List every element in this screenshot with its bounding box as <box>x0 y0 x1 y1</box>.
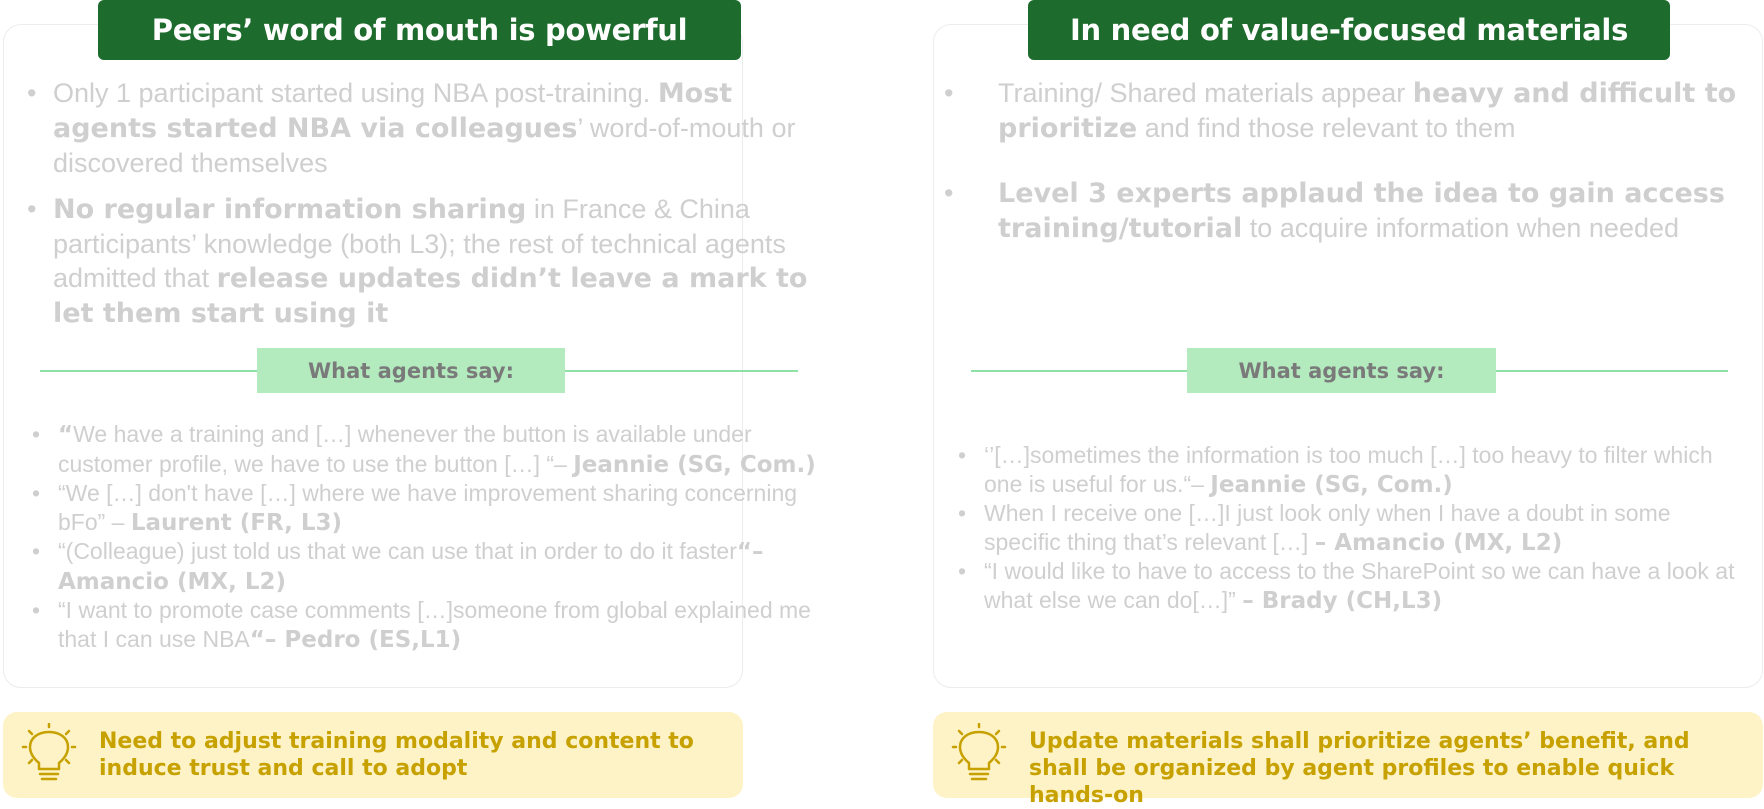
right-quote-list: ‘’[…]sometimes the information is too mu… <box>958 441 1752 615</box>
text-run: “I want to promote case comments […]some… <box>58 597 811 652</box>
bold-text-run: Jeannie (SG, Com.) <box>1210 471 1453 498</box>
text-run: Training/ Shared materials appear <box>998 78 1413 108</box>
right-what-agents-say-label: What agents say: <box>1187 348 1496 393</box>
list-item: “We have a training and […] whenever the… <box>32 420 824 479</box>
text-run: When I receive one […]I just look only w… <box>984 500 1671 555</box>
right-panel-title: In need of value-focused materials <box>1028 0 1670 60</box>
text-run: We have a training and […] whenever the … <box>58 421 752 477</box>
text-run: to acquire information when needed <box>1242 213 1680 243</box>
left-panel-title: Peers’ word of mouth is powerful <box>98 0 741 60</box>
list-item: Level 3 experts applaud the idea to gain… <box>944 176 1756 246</box>
left-insight-box: Need to adjust training modality and con… <box>3 712 743 798</box>
text-run: ‘’[…]sometimes the information is too mu… <box>984 442 1713 497</box>
list-item: Only 1 participant started using NBA pos… <box>27 76 812 180</box>
bold-text-run: – Amancio (MX, L2) <box>1314 529 1563 556</box>
bold-text-run: Level 3 experts applaud the idea to gain… <box>998 178 1725 244</box>
list-item: “I would like to have to access to the S… <box>958 557 1752 615</box>
bold-text-run: “ <box>58 422 74 448</box>
bold-text-run: heavy and difficult to prioritize <box>998 78 1737 144</box>
text-run: “We […] don't have […] where we have imp… <box>58 480 798 535</box>
left-main-bullets: Only 1 participant started using NBA pos… <box>27 76 812 343</box>
list-item: ‘’[…]sometimes the information is too mu… <box>958 441 1752 499</box>
list-item: No regular information sharing in France… <box>27 192 812 331</box>
bold-text-run: “– Pedro (ES,L1) <box>249 626 462 653</box>
right-main-bullets: Training/ Shared materials appear heavy … <box>944 76 1756 276</box>
lightbulb-icon <box>951 723 1007 781</box>
left-what-agents-say-label: What agents say: <box>257 348 565 393</box>
right-insight-text: Update materials shall prioritize agents… <box>1029 729 1690 808</box>
left-insight-text: Need to adjust training modality and con… <box>99 729 694 781</box>
list-item: “(Colleague) just told us that we can us… <box>32 537 824 596</box>
bold-text-run: No regular information sharing <box>53 194 527 225</box>
list-item: “We […] don't have […] where we have imp… <box>32 479 824 537</box>
bold-text-run: Jeannie (SG, Com.) <box>573 451 816 478</box>
bold-text-run: release updates didn’t leave a mark to l… <box>53 263 808 329</box>
text-run: Only 1 participant started using NBA pos… <box>53 78 658 108</box>
lightbulb-icon <box>21 723 77 781</box>
list-item: “I want to promote case comments […]some… <box>32 596 824 654</box>
text-run: ’ word-of-mouth or discovered themselves <box>53 113 796 178</box>
left-quote-list: “We have a training and […] whenever the… <box>32 420 824 654</box>
text-run: in France & China participants’ knowledg… <box>53 194 786 293</box>
text-run: “(Colleague) just told us that we can us… <box>58 538 737 564</box>
list-item: Training/ Shared materials appear heavy … <box>944 76 1756 146</box>
bold-text-run: – Brady (CH,L3) <box>1242 587 1443 614</box>
bold-text-run: Most agents started NBA via colleagues <box>53 78 733 144</box>
right-insight-box: Update materials shall prioritize agents… <box>933 712 1763 808</box>
bold-text-run: Laurent (FR, L3) <box>130 509 343 536</box>
list-item: When I receive one […]I just look only w… <box>958 499 1752 557</box>
bold-text-run: “– Amancio (MX, L2) <box>58 539 764 595</box>
text-run: and find those relevant to them <box>1137 113 1516 143</box>
text-run: “I would like to have to access to the S… <box>984 558 1735 613</box>
